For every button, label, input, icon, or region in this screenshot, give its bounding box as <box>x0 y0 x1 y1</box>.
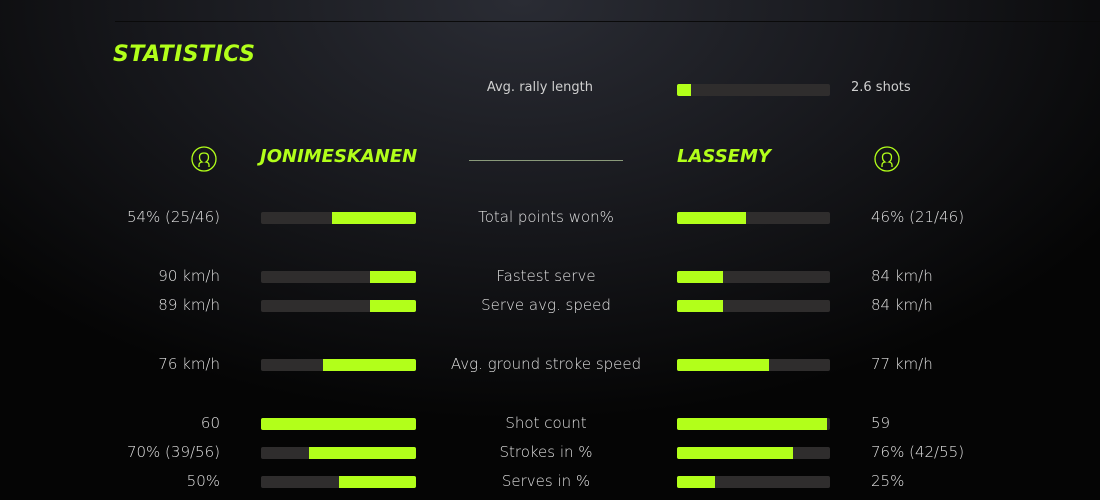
stat-left-value: 60 <box>200 414 220 432</box>
rally-value: 2.6 shots <box>851 80 911 95</box>
player-left-name: JONIMESKANEN <box>260 146 418 167</box>
stat-right-value: 76% (42/55) <box>871 443 965 461</box>
stat-right-value: 84 km/h <box>871 267 933 285</box>
stat-right-value: 46% (21/46) <box>871 208 965 226</box>
stat-left-bar-fill <box>369 300 416 312</box>
header-divider <box>469 160 623 161</box>
stat-left-bar-fill <box>332 212 416 224</box>
user-circle-icon <box>191 146 217 172</box>
stat-right-bar-fill <box>677 300 723 312</box>
stat-label: Strokes in % <box>499 443 593 461</box>
stat-right-bar <box>677 212 830 224</box>
stat-left-bar <box>261 300 416 312</box>
stat-left-bar <box>261 447 416 459</box>
stat-left-bar-fill <box>369 271 416 283</box>
stat-right-bar <box>677 271 830 283</box>
stat-left-bar-fill <box>309 447 416 459</box>
stat-label: Shot count <box>505 414 587 432</box>
stat-left-bar-fill <box>338 476 416 488</box>
stat-right-bar <box>677 418 830 430</box>
stat-right-bar-fill <box>677 447 794 459</box>
stat-right-bar <box>677 300 830 312</box>
player-right-name: LASSEMY <box>677 146 771 167</box>
stat-right-value: 59 <box>871 414 891 432</box>
stat-label: Serves in % <box>501 472 591 490</box>
stat-left-value: 70% (39/56) <box>126 443 220 461</box>
stat-left-value: 89 km/h <box>158 296 220 314</box>
stat-right-bar-fill <box>677 271 723 283</box>
stat-right-bar <box>677 447 830 459</box>
stat-right-value: 84 km/h <box>871 296 933 314</box>
page-title: STATISTICS <box>113 42 256 67</box>
rally-bar <box>677 84 830 96</box>
stat-left-value: 76 km/h <box>158 355 220 373</box>
stat-left-bar <box>261 359 416 371</box>
stat-label: Avg. ground stroke speed <box>450 355 642 373</box>
stat-left-bar-fill <box>323 359 416 371</box>
stat-left-bar-fill <box>261 418 416 430</box>
stat-label: Fastest serve <box>496 267 596 285</box>
stat-right-bar-fill <box>677 212 746 224</box>
rally-bar-fill <box>677 84 691 96</box>
stat-right-bar <box>677 359 830 371</box>
stat-right-value: 77 km/h <box>871 355 933 373</box>
stat-right-bar <box>677 476 830 488</box>
stat-left-value: 54% (25/46) <box>126 208 220 226</box>
stat-left-value: 50% <box>186 472 220 490</box>
stat-left-value: 90 km/h <box>158 267 220 285</box>
stat-label: Serve avg. speed <box>481 296 611 314</box>
rally-label: Avg. rally length <box>486 80 593 95</box>
user-circle-icon <box>874 146 900 172</box>
stat-right-bar-fill <box>677 418 827 430</box>
stat-left-bar <box>261 476 416 488</box>
stat-label: Total points won% <box>478 208 614 226</box>
top-divider <box>115 21 1100 22</box>
stat-left-bar <box>261 271 416 283</box>
stat-right-bar-fill <box>677 476 716 488</box>
stat-right-bar-fill <box>677 359 769 371</box>
stat-left-bar <box>261 418 416 430</box>
stat-left-bar <box>261 212 416 224</box>
stat-right-value: 25% <box>871 472 905 490</box>
